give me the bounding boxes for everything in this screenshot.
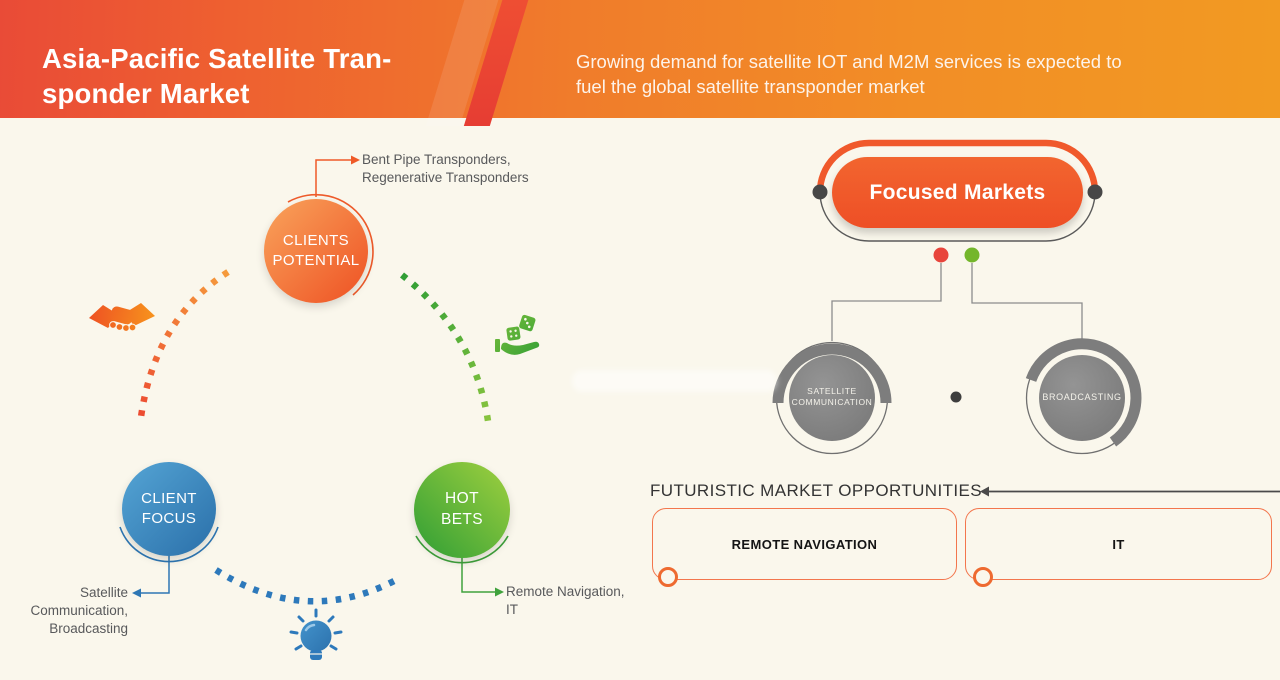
faint-watermark [572, 370, 777, 392]
lightbulb-icon [289, 608, 343, 660]
connector-clients-potential [315, 159, 351, 197]
opportunity-box-remote-navigation: REMOTE NAVIGATION [652, 508, 957, 580]
opportunity-corner-dot-right [973, 567, 993, 587]
ring-end-dot-right [1087, 184, 1103, 200]
marker-dot-red [933, 247, 949, 263]
page-subtitle: Growing demand for satellite IOT and M2M… [576, 50, 1122, 98]
opportunity-box-it: IT [965, 508, 1272, 580]
header-banner: Asia-Pacific Satellite Tran- sponder Mar… [0, 0, 1280, 126]
dotted-arc-blue [214, 567, 398, 605]
branch-connector-left [831, 263, 942, 341]
callout-clients-potential: Bent Pipe Transponders, Regenerative Tra… [362, 152, 529, 186]
arrowhead-clients-potential [351, 155, 360, 165]
ring-end-dot-left [812, 184, 828, 200]
focused-markets-pill: Focused Markets [832, 157, 1083, 228]
node-hot-bets: HOT BETS [414, 462, 510, 558]
page-title: Asia-Pacific Satellite Tran- sponder Mar… [42, 43, 392, 109]
opportunity-corner-dot-left [658, 567, 678, 587]
callout-hot-bets: Remote Navigation, IT [506, 584, 625, 618]
connector-client-focus [141, 556, 170, 594]
connector-hot-bets [461, 558, 495, 593]
handshake-icon [89, 303, 155, 332]
marker-dot-green [964, 247, 980, 263]
branch-connector-right [971, 263, 1083, 341]
arrowhead-hot-bets [495, 587, 504, 597]
center-dot [950, 391, 962, 403]
opportunities-heading: FUTURISTIC MARKET OPPORTUNITIES [650, 481, 982, 500]
callout-client-focus: Satellite Communication, Broadcasting [30, 585, 128, 637]
node-clients-potential: CLIENTS POTENTIAL [264, 199, 368, 303]
dotted-arc-orange [137, 269, 230, 418]
node-client-focus: CLIENT FOCUS [122, 462, 216, 556]
dice-hand-icon [495, 314, 540, 355]
branch-label-broadcasting: BROADCASTING [1042, 392, 1122, 402]
arrowhead-client-focus [132, 588, 141, 598]
dotted-arc-green [399, 272, 493, 429]
branch-label-satellite-communication: SATELLITE COMMUNICATION [791, 386, 873, 408]
